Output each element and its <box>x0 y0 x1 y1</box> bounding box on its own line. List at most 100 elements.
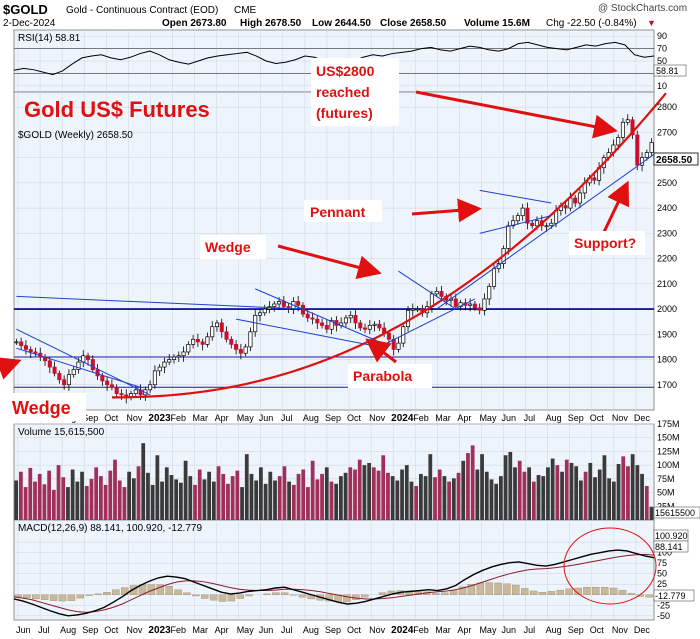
volume-tick-label: 75M <box>657 474 675 484</box>
annotation-arrow <box>411 198 482 223</box>
contract-name: Gold - Continuous Contract (EOD) <box>66 5 218 16</box>
candle-down <box>592 177 597 181</box>
volume-bar <box>216 466 221 520</box>
x-tick-label-price: Jul <box>281 413 293 423</box>
candle-up <box>625 119 630 123</box>
candle-up <box>191 338 196 345</box>
candle-up <box>649 142 654 153</box>
x-tick-label-macd: May <box>237 625 255 635</box>
x-tick-label-macd: 2024 <box>391 625 414 636</box>
annotation-box-support <box>569 231 645 255</box>
annotation-2800: US$2800 reached (futures) <box>316 63 378 121</box>
macd-histogram-bar <box>281 592 289 595</box>
volume-bar <box>146 472 150 520</box>
volume-bar <box>508 451 513 520</box>
candle-up <box>66 374 71 386</box>
volume-bar <box>207 471 212 520</box>
macd-tick-label: 100 <box>657 548 672 558</box>
candle-up <box>181 351 186 357</box>
volume-bar <box>244 454 249 520</box>
candle-up <box>372 323 377 326</box>
price-flag-value: 2658.50 <box>656 155 693 166</box>
volume-bar <box>626 466 630 520</box>
volume-bar <box>164 467 169 520</box>
x-tick-label-macd: Apr <box>215 625 229 635</box>
volume-bar <box>174 479 179 520</box>
volume-bar <box>240 487 244 520</box>
x-tick-label-price: May <box>237 413 255 423</box>
annotation-wedge-mid: Wedge <box>205 239 251 255</box>
volume-bar <box>197 469 202 520</box>
price-tick-label: 2200 <box>657 254 677 264</box>
volume-bar <box>99 476 103 520</box>
candle-down <box>530 222 535 227</box>
candle-down <box>86 355 91 360</box>
volume-bar <box>70 469 75 520</box>
hist-flag-value: -12.779 <box>655 591 686 601</box>
x-tick-label-price: Sep <box>568 413 584 423</box>
x-tick-label-macd: Jul <box>281 625 293 635</box>
x-tick-label-price: Jun <box>259 413 274 423</box>
candle-down <box>105 380 110 386</box>
volume-bar <box>66 487 70 520</box>
x-tick-label-price: Dec <box>634 413 651 423</box>
volume-bar <box>183 460 188 520</box>
annotation-box-2800 <box>311 58 399 126</box>
volume-bar <box>475 469 480 520</box>
candle-down <box>100 375 105 382</box>
volume-bar <box>103 484 108 520</box>
volume-bar <box>546 467 550 520</box>
candle-down <box>310 317 315 320</box>
macd-histogram-bar <box>227 594 236 602</box>
volume-flag <box>653 506 700 519</box>
x-tick-label-macd: 2023 <box>148 625 171 636</box>
volume-bar <box>644 485 649 520</box>
annotation-box-wedge-mid <box>200 235 266 259</box>
macd-histogram-bar <box>23 594 31 598</box>
candle-up <box>71 369 76 376</box>
x-tick-label-price: Apr <box>215 413 229 423</box>
x-tick-label-macd: Nov <box>612 625 629 635</box>
x-tick-label-price: Feb <box>413 413 429 423</box>
price-tick-label: 2100 <box>657 279 677 289</box>
volume-bar <box>320 473 324 520</box>
candle-down <box>200 341 205 345</box>
volume-bar <box>37 473 42 520</box>
rsi-tick-label: 90 <box>657 31 667 41</box>
x-tick-label-macd: Mar <box>435 625 451 635</box>
volume-bar <box>28 467 33 520</box>
candle-up <box>468 303 473 306</box>
x-tick-label-price: 2023 <box>148 413 171 424</box>
macd-histogram-bar <box>476 582 484 595</box>
volume-layer <box>14 443 654 520</box>
candle-up <box>396 342 401 350</box>
volume-tick-label: 100M <box>657 460 680 470</box>
macd-histogram-bar <box>574 587 582 595</box>
price-label: $GOLD (Weekly) 2658.50 <box>18 130 133 141</box>
price-tick-label: 2800 <box>657 102 677 112</box>
price-tick-label: 2500 <box>657 178 677 188</box>
volume-bar <box>339 476 343 520</box>
macd-flag-value-2: 88.141 <box>655 542 683 552</box>
volume-bar <box>353 469 357 520</box>
candle-up <box>434 291 439 295</box>
annotation-pennant: Pennant <box>310 204 366 220</box>
volume-bar <box>367 462 372 520</box>
candle-up <box>148 384 153 391</box>
macd-histogram-bar <box>458 586 467 595</box>
x-tick-label-price: Oct <box>347 413 362 423</box>
trendline <box>436 152 657 310</box>
volume-bar <box>131 478 136 520</box>
candle-up <box>157 366 162 372</box>
volume-flag-value: 15615500 <box>655 508 695 518</box>
candle-down <box>57 373 62 381</box>
volume-bar <box>249 473 254 520</box>
macd-histogram-bar <box>601 587 609 595</box>
macd-histogram-bar <box>449 590 458 595</box>
volume-bar <box>169 475 174 520</box>
volume-bar <box>489 479 494 520</box>
x-tick-label-price: Nov <box>126 413 143 423</box>
parabola-curve <box>111 92 667 399</box>
volume-bar <box>560 471 564 520</box>
x-tick-label-price: Aug <box>303 413 319 423</box>
